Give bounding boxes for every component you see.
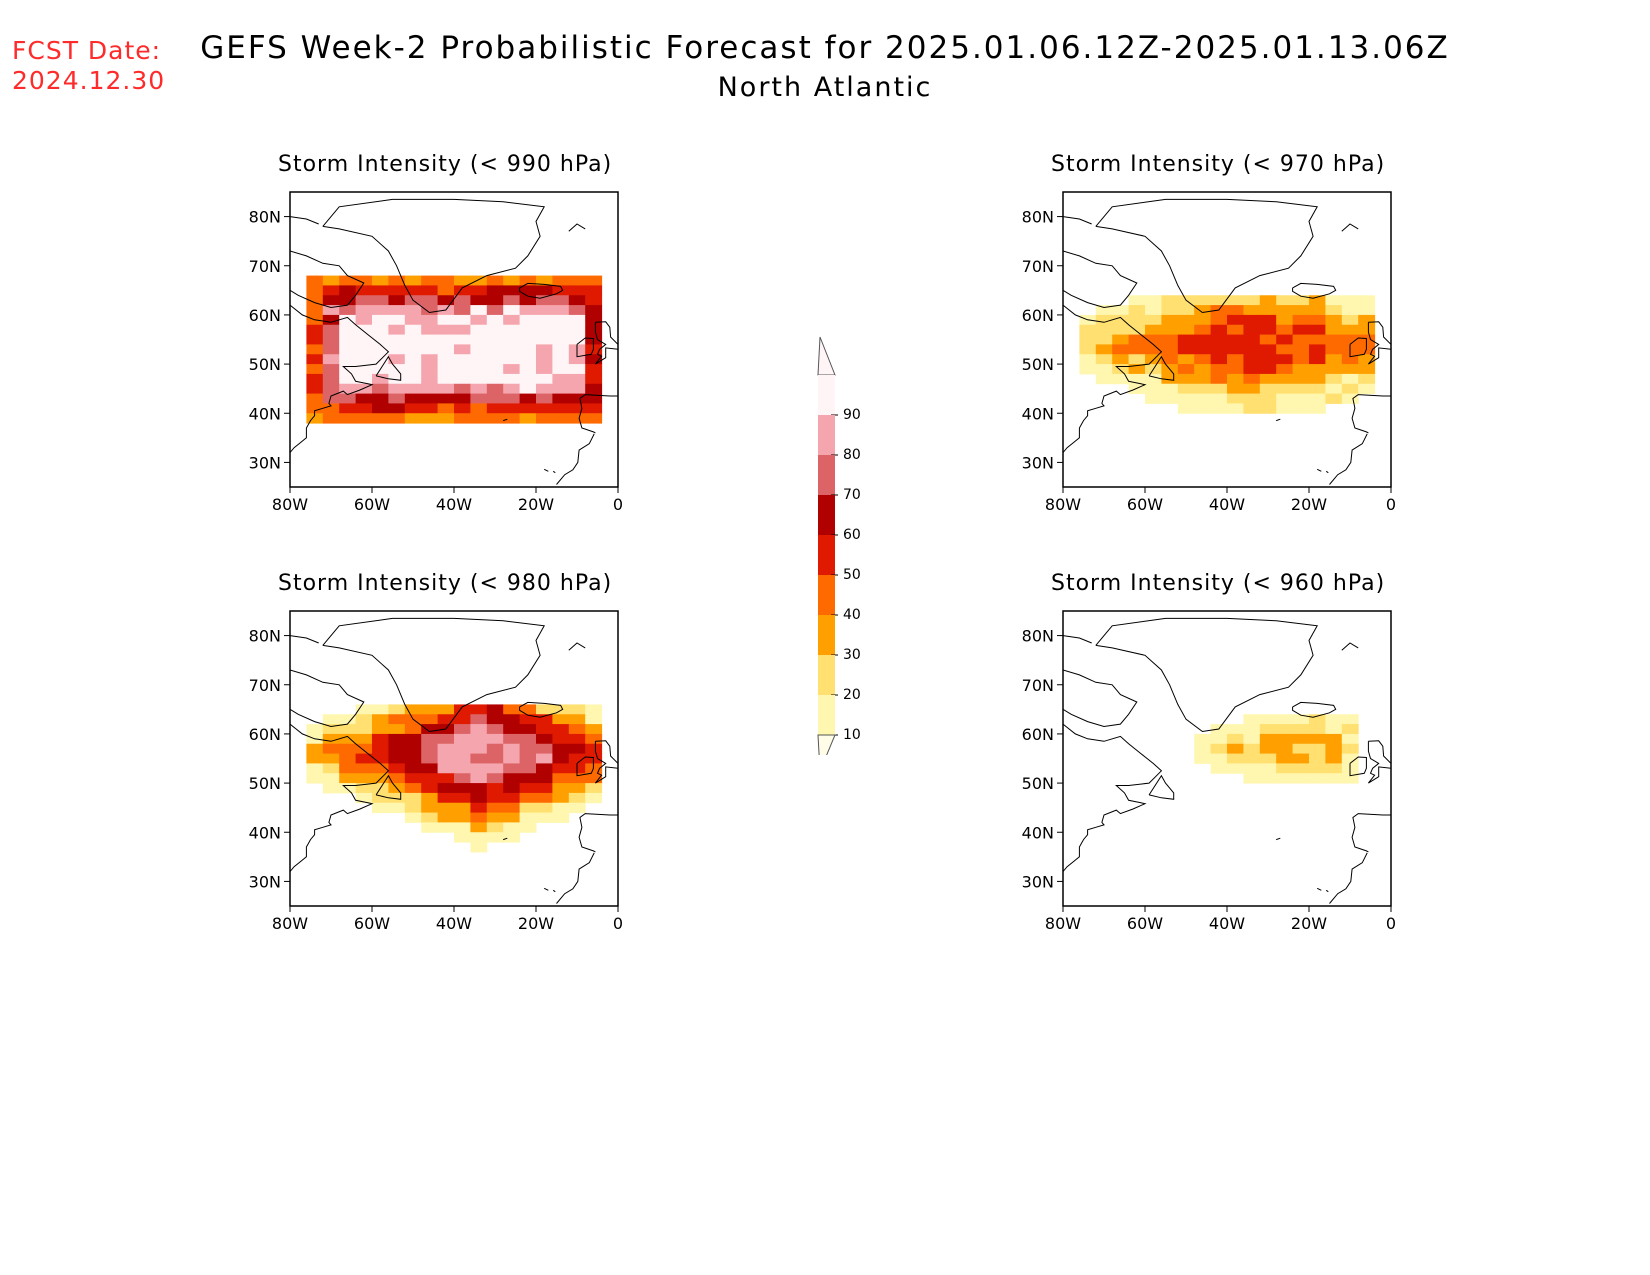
lat-tick-label: 80N	[249, 208, 281, 227]
colorbar-swatch	[818, 655, 835, 695]
lat-tick-label: 30N	[1022, 453, 1054, 472]
colorbar-swatch	[818, 455, 835, 495]
lon-tick-label: 60W	[354, 495, 390, 514]
lat-tick-label: 70N	[1022, 676, 1054, 695]
colorbar-swatch	[818, 695, 835, 735]
lat-tick-label: 80N	[1022, 627, 1054, 646]
colorbar-label: 80	[843, 447, 861, 463]
colorbar-top-arrow	[817, 336, 836, 376]
forecast-date-value: 2024.12.30	[12, 66, 166, 95]
lon-tick-label: 60W	[1127, 495, 1163, 514]
figure-title-block: GEFS Week-2 Probabilistic Forecast for 2…	[0, 30, 1650, 103]
lon-tick-label: 0	[613, 495, 623, 514]
lon-tick-label: 60W	[1127, 914, 1163, 933]
lon-tick-label: 40W	[436, 914, 472, 933]
lon-tick-label: 20W	[518, 495, 554, 514]
lat-tick-label: 70N	[249, 257, 281, 276]
lon-tick-label: 60W	[354, 914, 390, 933]
lat-tick-label: 70N	[249, 676, 281, 695]
lon-tick-label: 0	[613, 914, 623, 933]
lat-tick-label: 80N	[1022, 208, 1054, 227]
colorbar-label: 60	[843, 527, 861, 543]
lon-tick-label: 20W	[1291, 495, 1327, 514]
colorbar-swatch	[818, 615, 835, 655]
colorbar-bottom-arrow	[817, 734, 836, 755]
lon-tick-label: 20W	[518, 914, 554, 933]
lat-tick-label: 60N	[1022, 306, 1054, 325]
lon-tick-label: 40W	[1209, 914, 1245, 933]
lat-tick-label: 40N	[249, 404, 281, 423]
colorbar-label: 50	[843, 567, 861, 583]
lat-tick-label: 80N	[249, 627, 281, 646]
map-panel-980: 80N 70N 60N 50N 40N 30N 80W 60W 40W 20W 0	[249, 610, 623, 933]
panel-title-990: Storm Intensity (< 990 hPa)	[278, 152, 613, 177]
forecast-date-block: FCST Date: 2024.12.30	[12, 36, 165, 96]
colorbar-label: 20	[843, 687, 861, 703]
lat-tick-label: 30N	[249, 872, 281, 891]
panel-title-970: Storm Intensity (< 970 hPa)	[1051, 152, 1386, 177]
lon-tick-label: 0	[1386, 914, 1396, 933]
lat-tick-label: 60N	[1022, 725, 1054, 744]
figure-title: GEFS Week-2 Probabilistic Forecast for 2…	[200, 30, 1450, 66]
lat-tick-label: 30N	[1022, 872, 1054, 891]
lat-tick-label: 50N	[1022, 355, 1054, 374]
colorbar-label: 40	[843, 607, 861, 623]
lon-tick-label: 0	[1386, 495, 1396, 514]
lon-tick-label: 80W	[272, 914, 308, 933]
colorbar-swatch	[818, 535, 835, 575]
lat-tick-label: 40N	[1022, 404, 1054, 423]
lat-tick-label: 60N	[249, 725, 281, 744]
colorbar-swatch	[818, 375, 835, 415]
lat-tick-label: 60N	[249, 306, 281, 325]
lat-tick-label: 70N	[1022, 257, 1054, 276]
lon-tick-label: 40W	[1209, 495, 1245, 514]
colorbar-swatch	[818, 575, 835, 615]
map-panel-990: 80N 70N 60N 50N 40N 30N 80W 60W 40W 20W 0	[249, 191, 623, 514]
panel-title-980: Storm Intensity (< 980 hPa)	[278, 571, 613, 596]
map-panel-970: 80N 70N 60N 50N 40N 30N 80W 60W 40W 20W 0	[1022, 191, 1396, 514]
forecast-date-label: FCST Date:	[12, 36, 162, 65]
lat-tick-label: 40N	[1022, 823, 1054, 842]
colorbar: 90 80 70 60 50 40 30 20 10	[817, 336, 861, 755]
lon-tick-label: 20W	[1291, 914, 1327, 933]
lat-tick-label: 50N	[1022, 774, 1054, 793]
lat-tick-label: 50N	[249, 774, 281, 793]
colorbar-label: 30	[843, 647, 861, 663]
colorbar-swatch	[818, 415, 835, 455]
lat-tick-label: 40N	[249, 823, 281, 842]
lon-tick-label: 80W	[1045, 914, 1081, 933]
lat-tick-label: 50N	[249, 355, 281, 374]
colorbar-swatch	[818, 495, 835, 535]
colorbar-label: 90	[843, 407, 861, 423]
panel-title-960: Storm Intensity (< 960 hPa)	[1051, 571, 1386, 596]
lon-tick-label: 40W	[436, 495, 472, 514]
lon-tick-label: 80W	[1045, 495, 1081, 514]
map-panel-960: 80N 70N 60N 50N 40N 30N 80W 60W 40W 20W 0	[1022, 610, 1396, 933]
lat-tick-label: 30N	[249, 453, 281, 472]
lon-tick-label: 80W	[272, 495, 308, 514]
colorbar-label: 10	[843, 727, 861, 743]
figure-subtitle: North Atlantic	[717, 72, 933, 103]
colorbar-label: 70	[843, 487, 861, 503]
